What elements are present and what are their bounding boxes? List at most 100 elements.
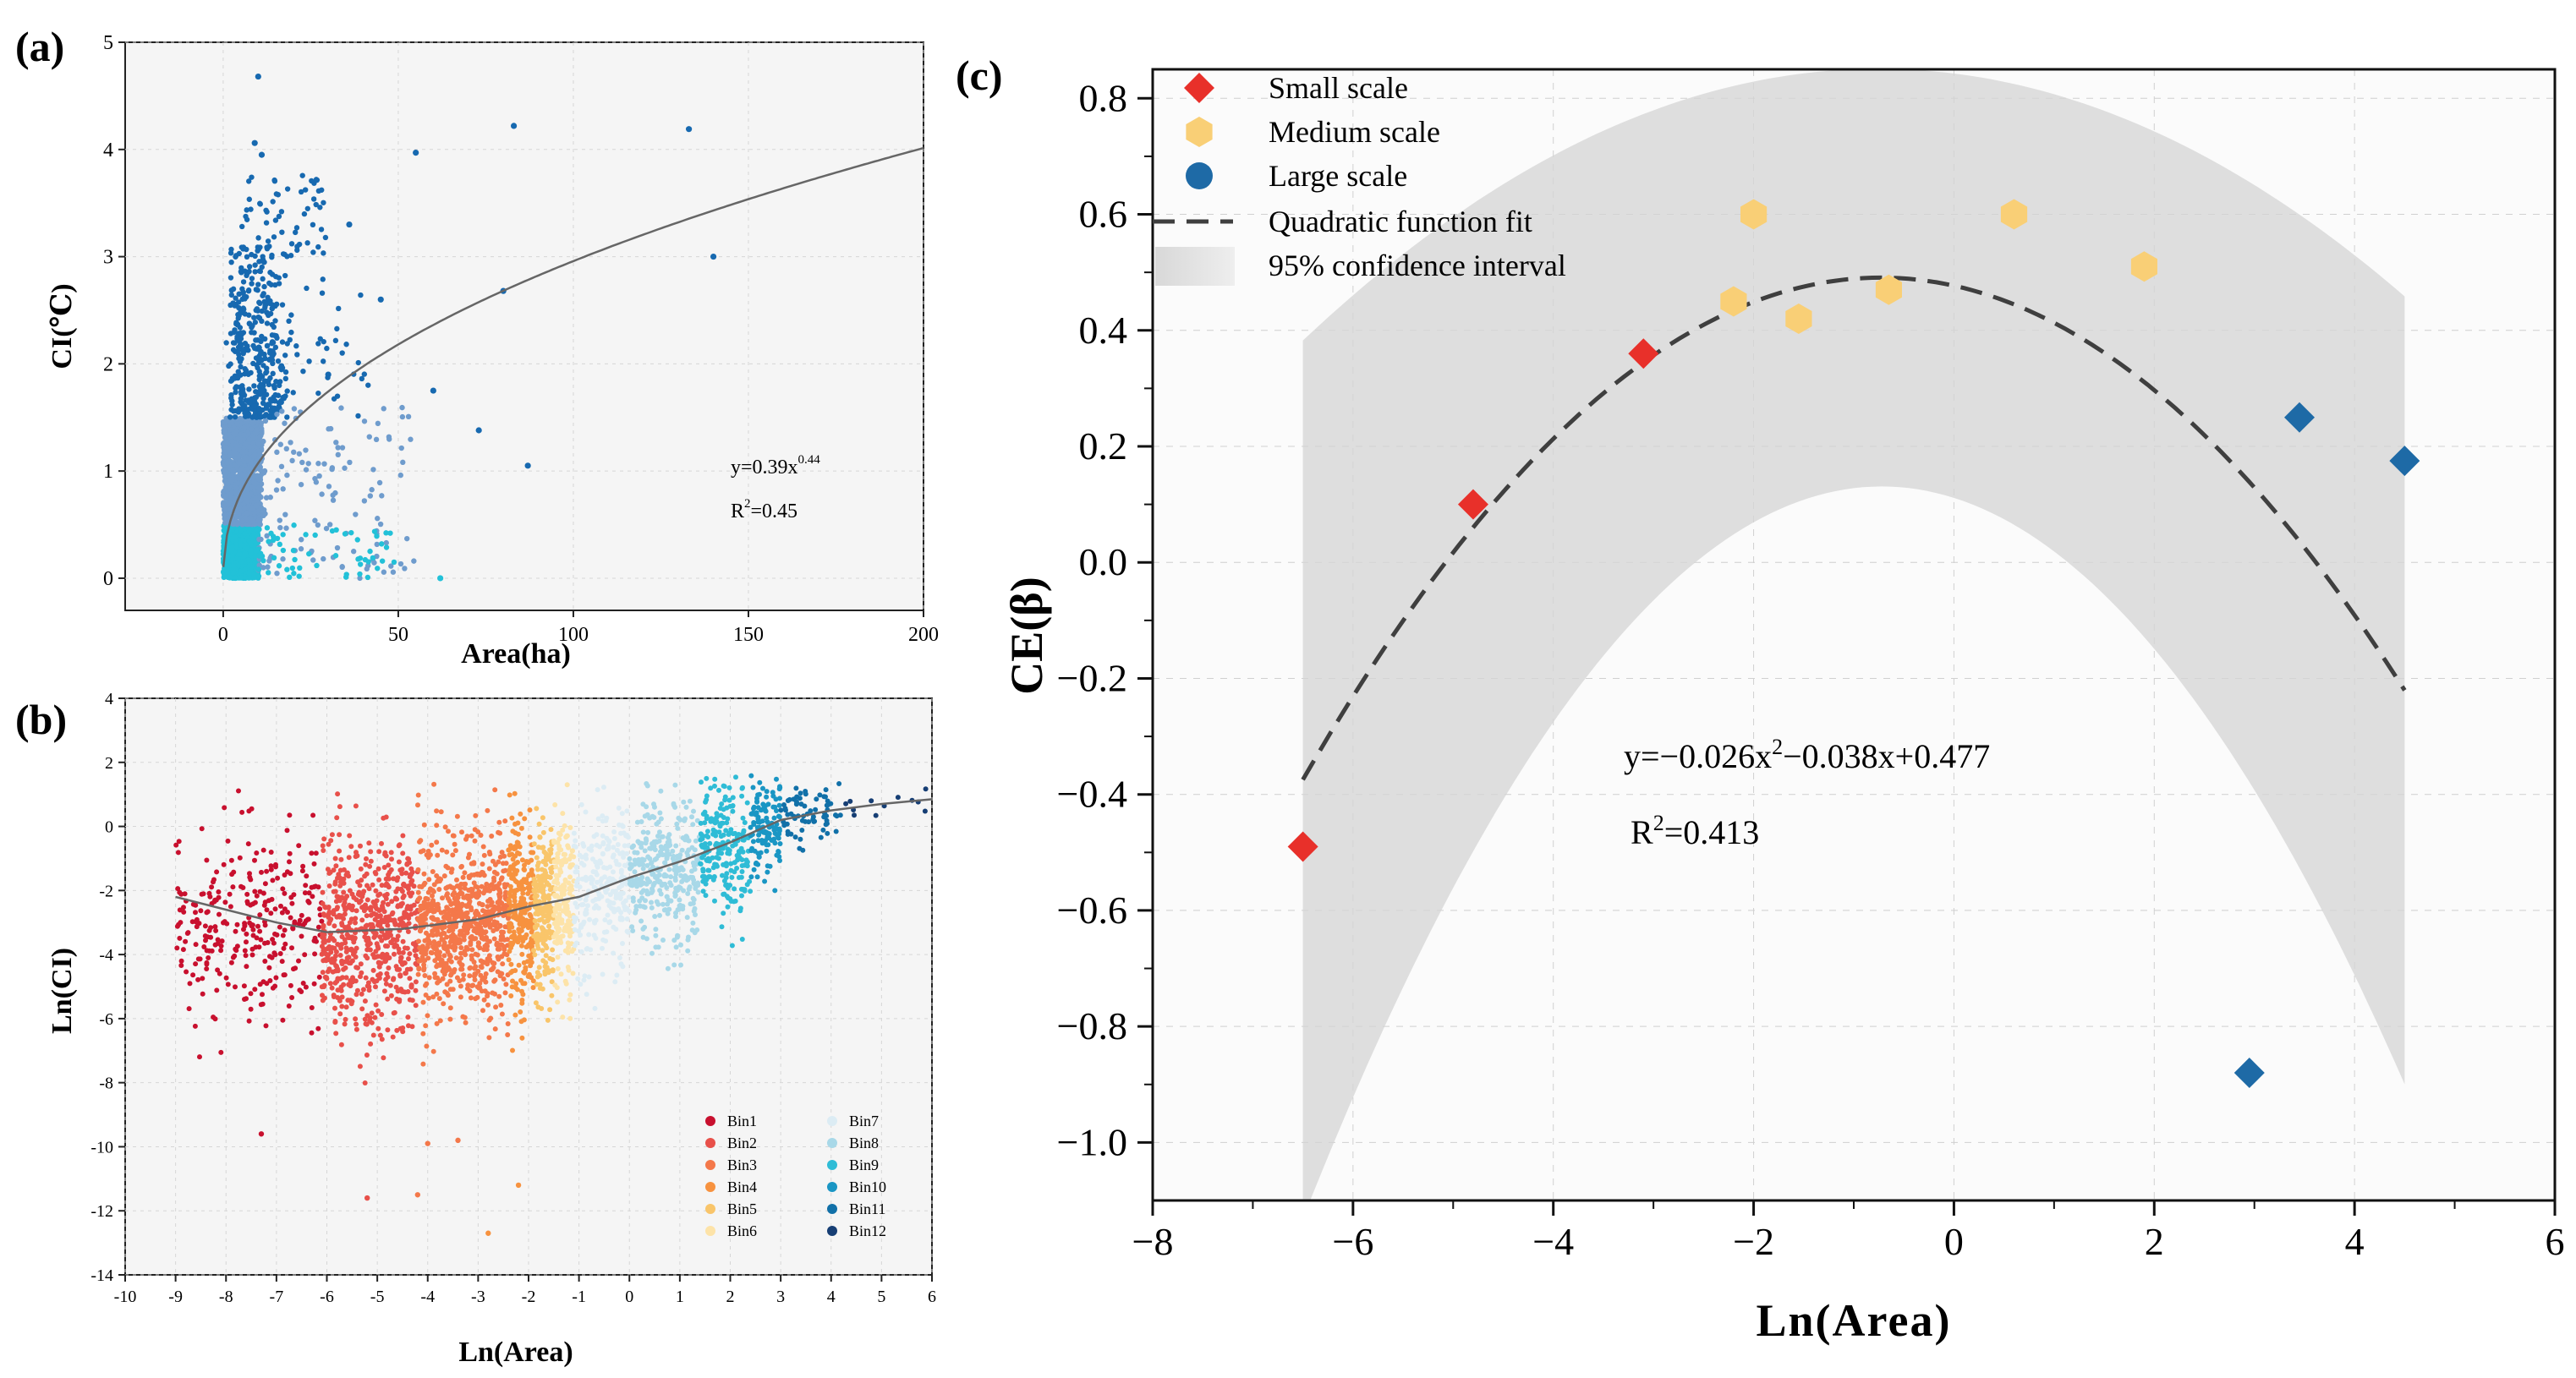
panel-b-point bbox=[469, 953, 474, 959]
panel-b-point bbox=[300, 863, 306, 869]
panel-a-point bbox=[280, 486, 286, 492]
panel-b-point bbox=[485, 898, 491, 904]
panel-b-point bbox=[223, 975, 229, 981]
panel-a-point bbox=[266, 539, 271, 544]
panel-b-point bbox=[534, 982, 540, 987]
panel-b-point bbox=[174, 945, 180, 951]
panel-b-point bbox=[405, 904, 411, 910]
panel-a-point bbox=[225, 574, 231, 581]
panel-a-point bbox=[313, 201, 319, 208]
panel-a-point bbox=[242, 575, 249, 582]
panel-b-point bbox=[346, 935, 352, 941]
panel-b-point bbox=[479, 988, 485, 994]
panel-b-point bbox=[529, 943, 534, 949]
panel-b-point bbox=[487, 957, 493, 963]
panel-a-point bbox=[315, 243, 321, 250]
panel-a-point bbox=[269, 305, 276, 311]
panel-b-point bbox=[327, 981, 333, 987]
panel-b-point bbox=[227, 891, 233, 897]
panel-b-point bbox=[343, 907, 348, 913]
panel-a-point bbox=[278, 463, 285, 470]
panel-b-point bbox=[442, 946, 448, 952]
panel-b-point bbox=[487, 851, 493, 857]
panel-b-point bbox=[469, 947, 475, 953]
panel-b-point bbox=[518, 825, 524, 831]
panel-a-point bbox=[272, 217, 279, 223]
panel-b-point bbox=[510, 1047, 515, 1053]
panel-a-point bbox=[280, 532, 286, 538]
panel-b-point bbox=[406, 1023, 411, 1029]
panel-a-point bbox=[233, 446, 238, 452]
panel-a-equation: y=0.39x0.44 bbox=[731, 453, 820, 478]
panel-b-point bbox=[299, 989, 304, 994]
panel-a-point bbox=[251, 413, 258, 418]
panel-b-point bbox=[458, 903, 463, 909]
panel-b-point bbox=[458, 881, 464, 887]
panel-b-point bbox=[543, 907, 549, 913]
panel-b-point bbox=[340, 975, 345, 981]
panel-b-points bbox=[173, 773, 929, 1236]
panel-a-point bbox=[268, 282, 274, 287]
panel-b-point bbox=[280, 886, 286, 892]
panel-a-point bbox=[280, 547, 287, 554]
panel-b-point bbox=[337, 1011, 343, 1017]
panel-b-point bbox=[213, 927, 219, 933]
panel-b-point bbox=[491, 878, 497, 883]
panel-b-point bbox=[342, 911, 348, 917]
panel-b-point bbox=[445, 891, 450, 897]
panel-a-point bbox=[233, 455, 238, 462]
panel-b-point bbox=[512, 912, 518, 918]
panel-b-point bbox=[245, 841, 251, 847]
panel-b-point bbox=[403, 971, 408, 976]
panel-b-point bbox=[458, 945, 464, 950]
panel-b-point bbox=[335, 995, 341, 1000]
panel-b-point bbox=[343, 940, 348, 946]
panel-a-point bbox=[350, 549, 357, 555]
panel-b-point bbox=[517, 844, 523, 850]
panel-b-point bbox=[542, 873, 548, 879]
panel-b-point bbox=[516, 902, 522, 908]
panel-a-point bbox=[404, 535, 410, 542]
panel-b-point bbox=[512, 968, 518, 973]
panel-a-point bbox=[279, 302, 286, 308]
panel-b-point bbox=[372, 1014, 378, 1020]
panel-b-point bbox=[409, 1024, 415, 1030]
panel-a-point bbox=[373, 436, 380, 443]
panel-b-point bbox=[464, 910, 470, 916]
panel-b-point bbox=[460, 874, 466, 880]
panel-a-point bbox=[312, 475, 318, 482]
panel-b-point bbox=[531, 841, 537, 847]
panel-a-point bbox=[264, 533, 270, 539]
panel-b-point bbox=[263, 1023, 269, 1029]
panel-a-point bbox=[242, 311, 248, 317]
panel-a-point bbox=[222, 511, 227, 518]
panel-b-point bbox=[503, 982, 509, 987]
panel-b-point bbox=[419, 949, 425, 955]
panel-b-point bbox=[198, 908, 204, 914]
panel-b-point bbox=[311, 938, 317, 943]
panel-b-point bbox=[242, 923, 248, 928]
panel-a-label: (a) bbox=[15, 23, 64, 70]
panel-a-point bbox=[263, 370, 269, 376]
panel-a-point bbox=[260, 276, 266, 282]
panel-b-point bbox=[462, 921, 468, 927]
panel-b-point bbox=[511, 876, 517, 882]
panel-a-point bbox=[229, 375, 236, 381]
panel-a-point bbox=[283, 525, 289, 531]
panel-b-point bbox=[277, 924, 282, 930]
panel-b-point bbox=[375, 1008, 381, 1014]
panel-a-xtick-label: 0 bbox=[218, 624, 228, 646]
panel-b-point bbox=[400, 894, 406, 900]
panel-a-point bbox=[247, 574, 254, 581]
panel-a-point bbox=[282, 353, 288, 358]
panel-a-point bbox=[287, 574, 293, 581]
panel-b-point bbox=[515, 850, 520, 856]
panel-a-point bbox=[267, 270, 273, 276]
panel-a-point bbox=[233, 575, 238, 582]
panel-a-point bbox=[343, 574, 349, 580]
panel-a-point bbox=[255, 497, 261, 504]
panel-b-point bbox=[522, 862, 527, 868]
panel-b-point bbox=[359, 917, 365, 923]
panel-b-point bbox=[415, 897, 421, 903]
panel-a-point bbox=[315, 341, 321, 347]
